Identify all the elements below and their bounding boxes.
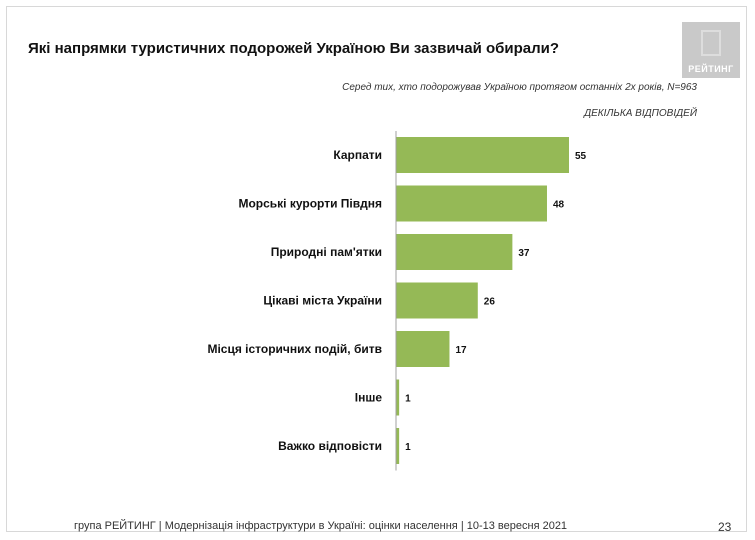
category-label-2: Природні пам'ятки (271, 245, 382, 259)
bar-4 (396, 331, 450, 367)
bar-2 (396, 234, 513, 270)
value-label-3: 26 (484, 297, 496, 308)
category-label-0: Карпати (333, 148, 382, 162)
category-label-6: Важко відповісти (278, 439, 382, 453)
bar-1 (396, 185, 547, 222)
value-label-1: 48 (553, 200, 565, 211)
rating-logo: РЕЙТИНГ (682, 22, 740, 78)
chart-title: Які напрямки туристичних подорожей Украї… (28, 40, 560, 57)
category-label-3: Цікаві міста України (263, 294, 382, 308)
bar-3 (396, 282, 478, 319)
value-label-5: 1 (405, 394, 411, 405)
logo-text: РЕЙТИНГ (688, 64, 734, 74)
multiple-answers-note: ДЕКІЛЬКА ВІДПОВІДЕЙ (584, 108, 697, 119)
value-label-6: 1 (405, 442, 411, 453)
footer-text: група РЕЙТИНГ | Модернізація інфраструкт… (74, 520, 568, 532)
bar-0 (396, 137, 569, 173)
value-label-2: 37 (518, 248, 530, 259)
bar-5 (396, 379, 400, 416)
value-label-0: 55 (575, 151, 587, 162)
logo-mark-icon (701, 30, 721, 56)
category-label-5: Інше (355, 391, 383, 405)
value-label-4: 17 (455, 345, 467, 356)
category-label-1: Морські курорти Півдня (238, 197, 382, 211)
page-number: 23 (718, 520, 732, 534)
category-label-4: Місця історичних подій, битв (207, 342, 382, 356)
bar-6 (396, 428, 400, 464)
slide-frame (6, 6, 747, 532)
chart-subtitle: Серед тих, хто подорожував Україною прот… (342, 82, 697, 93)
